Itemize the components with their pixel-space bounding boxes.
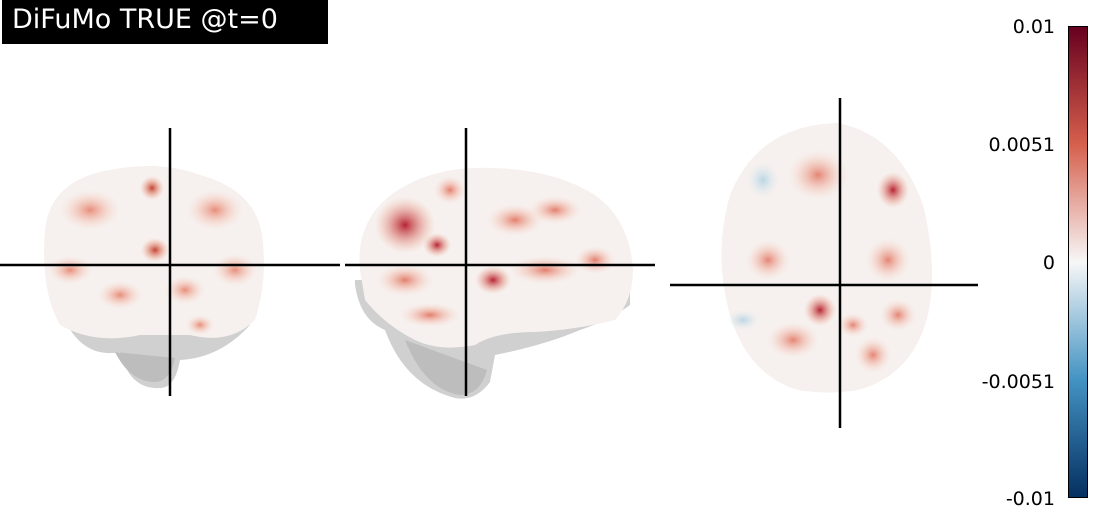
- colorbar-tick-upper: 0.0051: [988, 134, 1055, 156]
- colorbar-tick-min: -0.01: [1005, 488, 1055, 510]
- axial-view: [670, 98, 978, 428]
- colorbar: [1068, 26, 1088, 498]
- sagittal-view: [345, 128, 655, 399]
- colorbar-tick-lower: -0.0051: [981, 371, 1055, 393]
- colorbar-tick-max: 0.01: [1012, 16, 1055, 38]
- coronal-view: [0, 128, 340, 396]
- figure-title: DiFuMo TRUE @t=0: [2, 0, 328, 44]
- colorbar-tick-zero: 0: [1042, 252, 1055, 274]
